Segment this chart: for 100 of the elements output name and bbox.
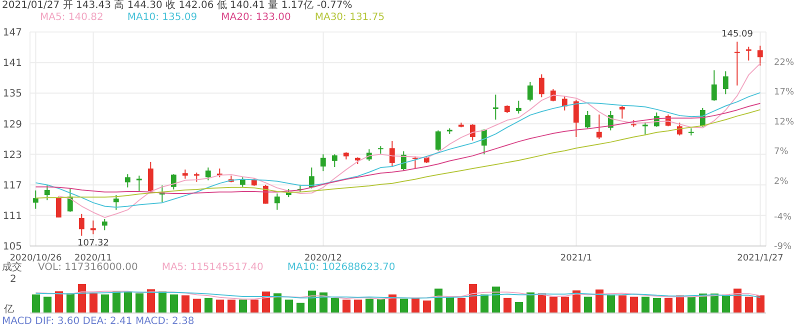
candlestick [205, 167, 211, 181]
bar [572, 290, 580, 313]
bar [515, 302, 523, 313]
text: MACD DIF: 3.60 DEA: 2.41 MACD: 2.38 [1, 316, 196, 328]
bar [55, 291, 63, 313]
bar [331, 298, 339, 313]
candlestick [435, 130, 441, 152]
chart-title: 成交 [1, 262, 23, 274]
candlestick [711, 70, 717, 102]
bar [504, 298, 512, 313]
bar [78, 284, 86, 313]
candlestick [746, 46, 752, 62]
y2-tick-label: 22% [774, 58, 794, 68]
bar [412, 298, 420, 313]
series-label: MA5: 115145517.40 [162, 262, 264, 274]
bar [112, 291, 120, 313]
bar [756, 295, 764, 313]
bar [584, 296, 592, 313]
bar [308, 290, 316, 313]
candlestick [492, 94, 498, 120]
bar [618, 295, 626, 313]
x-tick-label: 2020/12 [304, 253, 342, 264]
bar [710, 294, 718, 313]
candlestick [734, 41, 740, 86]
annotation: 107.32 [78, 238, 109, 249]
candlestick [170, 174, 176, 190]
bar [182, 295, 190, 313]
candlestick [378, 146, 384, 154]
y-axis-title: 亿 [4, 304, 14, 316]
text: MA30: 131.75 [314, 12, 385, 24]
candlestick [584, 110, 590, 129]
candlestick [182, 169, 188, 180]
y-tick-label: 117 [2, 180, 22, 192]
y-tick-label: 123 [2, 150, 22, 161]
y-tick-label: 135 [2, 88, 22, 100]
candlestick [562, 96, 568, 111]
y-tick-label: 147 [2, 28, 22, 39]
candlestick [412, 156, 418, 170]
candlestick [56, 196, 62, 218]
text: MA10: 102688623.70 [287, 262, 396, 274]
bar [458, 298, 466, 313]
candlestick [389, 140, 395, 167]
bar [446, 296, 454, 313]
bar [204, 298, 212, 313]
candlestick [550, 88, 556, 102]
bar [642, 296, 650, 313]
x-tick-label: 2020/11 [74, 253, 112, 264]
line-series [35, 92, 761, 208]
y2-tick-label: -4% [774, 212, 792, 222]
bar [136, 293, 144, 313]
text: MA20: 133.00 [221, 12, 291, 24]
x-tick-label: 2020/10/26 [10, 253, 62, 264]
bar [653, 298, 661, 313]
bar [607, 294, 615, 313]
bar [147, 289, 155, 313]
candlestick [596, 114, 602, 140]
candlestick [320, 154, 326, 172]
y2-tick-label: 2% [774, 176, 789, 187]
candlestick [32, 190, 38, 210]
bar [377, 298, 385, 313]
bar [526, 292, 534, 313]
y2-tick-label: -9% [774, 242, 792, 252]
text: MA5: 140.82 [40, 12, 104, 24]
line-series [58, 62, 761, 218]
bar [216, 300, 224, 313]
text: 2 [10, 274, 16, 286]
bar [342, 300, 350, 313]
bar [101, 294, 109, 313]
bar [366, 298, 374, 313]
x-tick-label: 2021/1/27 [737, 253, 784, 264]
bar [44, 296, 52, 313]
bar [170, 294, 178, 313]
candlestick [757, 45, 763, 66]
candlestick [124, 174, 130, 188]
bar [32, 294, 40, 313]
bar [469, 284, 477, 313]
y-tick-label: 129 [2, 119, 22, 130]
bar [193, 298, 201, 313]
candlestick [527, 81, 533, 102]
candlestick [136, 175, 142, 192]
bar [550, 296, 558, 313]
y-tick-label: 111 [2, 210, 22, 222]
candlestick [44, 184, 50, 201]
bar [124, 292, 132, 313]
candlestick [470, 124, 476, 142]
bar [296, 302, 304, 313]
bar [561, 296, 569, 313]
bar [596, 290, 604, 313]
bar [90, 293, 98, 313]
y2-tick-label: 7% [774, 147, 789, 158]
bar [228, 300, 236, 313]
candlestick [722, 70, 728, 95]
bar [285, 300, 293, 313]
candlestick [573, 99, 579, 138]
bar [239, 300, 247, 313]
series-label: VOL: 117316000.00 [38, 262, 138, 274]
y2-tick-label: 12% [774, 117, 794, 128]
candlestick [619, 105, 625, 120]
bar [66, 293, 74, 313]
bar [492, 286, 500, 313]
